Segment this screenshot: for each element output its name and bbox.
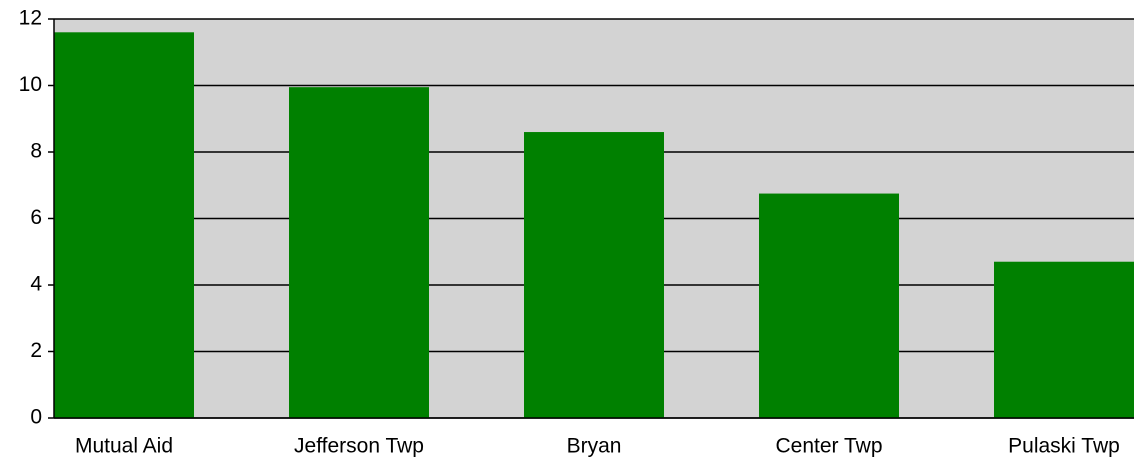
bar <box>289 87 429 418</box>
y-tick-label: 4 <box>30 273 42 296</box>
y-tick-label: 0 <box>30 406 42 429</box>
y-tick-label: 10 <box>19 73 42 96</box>
x-tick-label: Pulaski Twp <box>1008 435 1120 458</box>
bar <box>524 132 664 419</box>
x-tick-label: Bryan <box>567 435 622 458</box>
y-tick-label: 12 <box>19 7 42 30</box>
y-tick-label: 2 <box>30 339 42 362</box>
x-tick-label: Center Twp <box>776 435 883 458</box>
x-tick-label: Jefferson Twp <box>294 435 424 458</box>
y-tick-label: 6 <box>30 206 42 229</box>
x-tick-label: Mutual Aid <box>75 435 173 458</box>
y-tick-label: 8 <box>30 140 42 163</box>
bar <box>994 261 1134 418</box>
bar <box>759 193 899 418</box>
bar <box>54 32 194 419</box>
